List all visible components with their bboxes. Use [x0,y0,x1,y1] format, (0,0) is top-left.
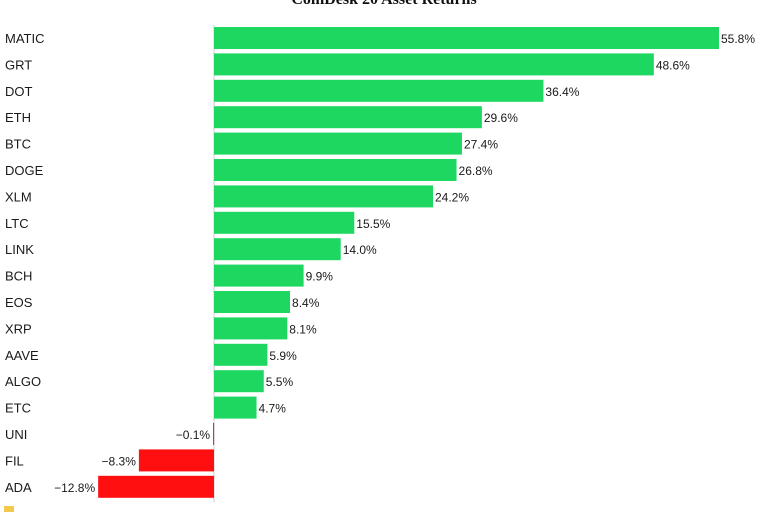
value-label-eos: 8.4% [292,296,320,310]
category-label-ltc: LTC [5,216,29,231]
value-label-eth: 29.6% [484,111,518,125]
logo-icon [4,506,14,512]
value-label-etc: 4.7% [259,402,287,416]
bar-xlm [214,185,434,208]
bar-xrp [214,317,288,340]
category-label-uni: UNI [5,427,27,442]
bar-matic [214,27,719,49]
value-label-algo: 5.5% [266,375,294,389]
chart-title: CoinDesk 20 Asset Returns [0,0,768,9]
category-label-btc: BTC [5,137,31,152]
value-label-link: 14.0% [343,243,377,257]
bar-algo [214,370,264,393]
value-label-xrp: 8.1% [289,322,317,336]
bar-grt [214,53,654,76]
category-label-bch: BCH [5,269,32,284]
bar-doge [214,159,457,181]
value-label-ada: −12.8% [54,481,95,495]
bar-etc [214,396,257,419]
category-label-link: LINK [5,242,34,257]
category-label-fil: FIL [5,453,24,468]
value-label-bch: 9.9% [306,270,334,284]
category-label-etc: ETC [5,401,31,416]
value-label-grt: 48.6% [656,58,690,72]
category-label-ada: ADA [5,480,32,495]
value-label-matic: 55.8% [721,32,755,46]
bar-aave [214,343,268,366]
bar-dot [214,79,544,102]
category-label-eth: ETH [5,110,31,125]
category-label-aave: AAVE [5,348,39,363]
value-label-xlm: 24.2% [435,190,469,204]
category-label-algo: ALGO [5,374,41,389]
value-label-uni: −0.1% [176,428,211,442]
value-label-aave: 5.9% [269,349,297,363]
bar-ada [98,475,214,498]
bar-link [214,238,341,261]
category-label-grt: GRT [5,57,32,72]
value-label-btc: 27.4% [464,138,498,152]
category-label-xlm: XLM [5,189,32,204]
value-label-doge: 26.8% [459,164,493,178]
value-label-ltc: 15.5% [356,217,390,231]
bar-eth [214,106,482,129]
category-label-matic: MATIC [5,31,44,46]
bar-bch [214,264,304,287]
bar-fil [138,449,214,472]
value-label-fil: −8.3% [102,454,137,468]
bar-btc [214,132,462,155]
category-label-eos: EOS [5,295,33,310]
bar-ltc [214,211,355,234]
bar-eos [214,291,291,313]
category-label-dot: DOT [5,84,33,99]
bar-uni [213,423,215,445]
category-label-doge: DOGE [5,163,44,178]
chart-footer [0,506,768,512]
category-label-xrp: XRP [5,321,32,336]
value-label-dot: 36.4% [545,85,579,99]
